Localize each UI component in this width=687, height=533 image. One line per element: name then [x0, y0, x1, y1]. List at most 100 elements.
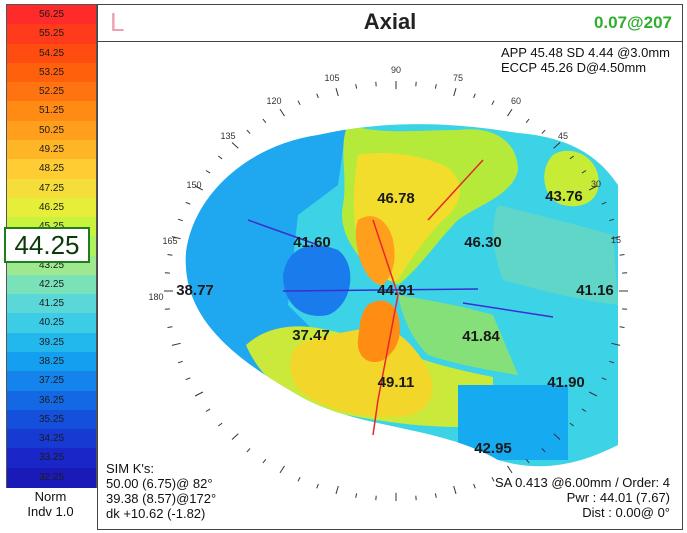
- map-value: 43.76: [545, 188, 583, 205]
- axis-label: 45: [558, 131, 568, 141]
- scale-cell: 34.25: [7, 429, 96, 450]
- scale-cell: 50.25: [7, 120, 96, 141]
- sa-info: SA 0.413 @6.00mm / Order: 4 Pwr : 44.01 …: [495, 475, 670, 520]
- axis-tick: [355, 84, 358, 89]
- map-value: 37.47: [292, 327, 330, 344]
- scale-cell: 48.25: [7, 159, 96, 180]
- axis-tick: [194, 185, 204, 191]
- axis-tick: [507, 465, 513, 474]
- sim-k-line3: dk +10.62 (-1.82): [106, 506, 206, 521]
- axis-tick: [588, 185, 598, 191]
- map-header: L Axial 0.07@207: [98, 5, 682, 42]
- axis-label: 165: [162, 236, 177, 246]
- axis-tick: [569, 155, 575, 160]
- scale-cell: 49.25: [7, 139, 96, 160]
- axis-tick: [167, 326, 173, 328]
- axis-label: 75: [453, 73, 463, 83]
- axis-label: 15: [611, 235, 621, 245]
- axis-tick: [279, 465, 285, 474]
- map-value: 44.91: [377, 282, 415, 299]
- axis-tick: [525, 118, 530, 124]
- map-value: 46.78: [377, 190, 415, 207]
- scale-cell: 51.25: [7, 101, 96, 122]
- axis-tick: [171, 236, 181, 240]
- axis-label: 90: [391, 65, 401, 75]
- sim-k-title: SIM K's:: [106, 461, 154, 476]
- axis-tick: [246, 448, 251, 453]
- axis-tick: [177, 360, 183, 364]
- scale-cell: 47.25: [7, 178, 96, 199]
- norm-version: Indv 1.0: [27, 504, 74, 519]
- scale-cell: 42.25: [7, 274, 96, 295]
- axis-tick: [473, 483, 476, 489]
- meridian-lines: [247, 159, 554, 436]
- axis-tick: [453, 485, 457, 494]
- map-value: 42.95: [474, 440, 512, 457]
- axis-labels: 90 75 60 45 30 15 180 165 150 135 120 10…: [148, 65, 621, 302]
- axis-tick: [194, 391, 204, 397]
- axis-ticks: [164, 81, 628, 501]
- sa-line: SA 0.413 @6.00mm / Order: 4: [494, 475, 670, 490]
- axis-tick: [553, 433, 561, 440]
- axis-label: 105: [324, 73, 339, 83]
- map-value: 38.77: [176, 282, 214, 299]
- axis-tick: [525, 458, 530, 464]
- map-value: 41.90: [547, 374, 585, 391]
- axis-tick: [601, 377, 607, 381]
- axis-tick: [491, 476, 495, 482]
- axis-label: 120: [266, 96, 281, 106]
- axis-tick: [316, 483, 319, 489]
- axis-tick: [335, 88, 339, 97]
- axis-tick: [609, 218, 615, 222]
- norm-label: Norm: [34, 489, 67, 504]
- scale-cell: 37.25: [7, 371, 96, 392]
- axis-tick: [588, 391, 598, 397]
- map-value: 41.16: [576, 282, 614, 299]
- axis-tick: [297, 100, 301, 106]
- axis-tick: [167, 254, 173, 256]
- axis-tick: [611, 342, 621, 346]
- axis-tick: [541, 129, 546, 134]
- dist-line: Dist : 0.00@ 0°: [582, 505, 670, 520]
- axis-tick: [609, 360, 615, 364]
- color-scale: 56.25 55.25 54.25 53.25 52.25 51.25 50.25 49.25…: [6, 4, 97, 488]
- axis-tick: [355, 493, 358, 498]
- scale-cell: 36.25: [7, 390, 96, 411]
- axis-tick: [491, 100, 495, 106]
- scale-cell: 56.25: [7, 5, 96, 25]
- axis-tick: [611, 236, 621, 240]
- norm-label-box[interactable]: Norm Indv 1.0: [6, 489, 95, 529]
- axis-tick: [262, 458, 267, 464]
- map-values: 46.78 43.76 41.60 46.30 38.77 44.91 41.1…: [176, 188, 614, 457]
- corneal-map[interactable]: 46.78 43.76 41.60 46.30 38.77 44.91 41.1…: [98, 5, 683, 530]
- eye-marker: L: [110, 7, 125, 37]
- axis-tick: [601, 201, 607, 205]
- axis-tick: [581, 408, 587, 412]
- axis-tick: [541, 448, 546, 453]
- axis-tick: [177, 218, 183, 222]
- axis-tick: [205, 170, 211, 174]
- axis-tick: [473, 93, 476, 99]
- header-right-value: 0.07@207: [593, 13, 672, 32]
- axis-label: 180: [148, 292, 163, 302]
- pwr-line: Pwr : 44.01 (7.67): [566, 490, 670, 505]
- selected-scale-value[interactable]: 44.25: [4, 227, 90, 263]
- map-value: 41.60: [293, 234, 331, 251]
- scale-cell: 46.25: [7, 197, 96, 218]
- app-line: APP 45.48 SD 4.44 @3.0mm: [500, 45, 670, 60]
- axis-tick: [507, 108, 513, 117]
- axis-tick: [246, 129, 251, 134]
- scale-cell: 39.25: [7, 332, 96, 353]
- scale-cell: 53.25: [7, 62, 96, 83]
- eccp-line: ECCP 45.26 D@4.50mm: [500, 60, 647, 75]
- axis-tick: [316, 93, 319, 99]
- axis-tick: [553, 142, 561, 149]
- axis-tick: [185, 377, 191, 381]
- axis-label: 30: [591, 179, 601, 189]
- app-info: APP 45.48 SD 4.44 @3.0mm ECCP 45.26 D@4.…: [501, 45, 670, 75]
- axis-tick: [217, 422, 223, 427]
- map-value: 49.11: [378, 374, 415, 391]
- axis-label: 150: [186, 180, 201, 190]
- axis-tick: [262, 118, 267, 124]
- axis-tick: [434, 84, 437, 89]
